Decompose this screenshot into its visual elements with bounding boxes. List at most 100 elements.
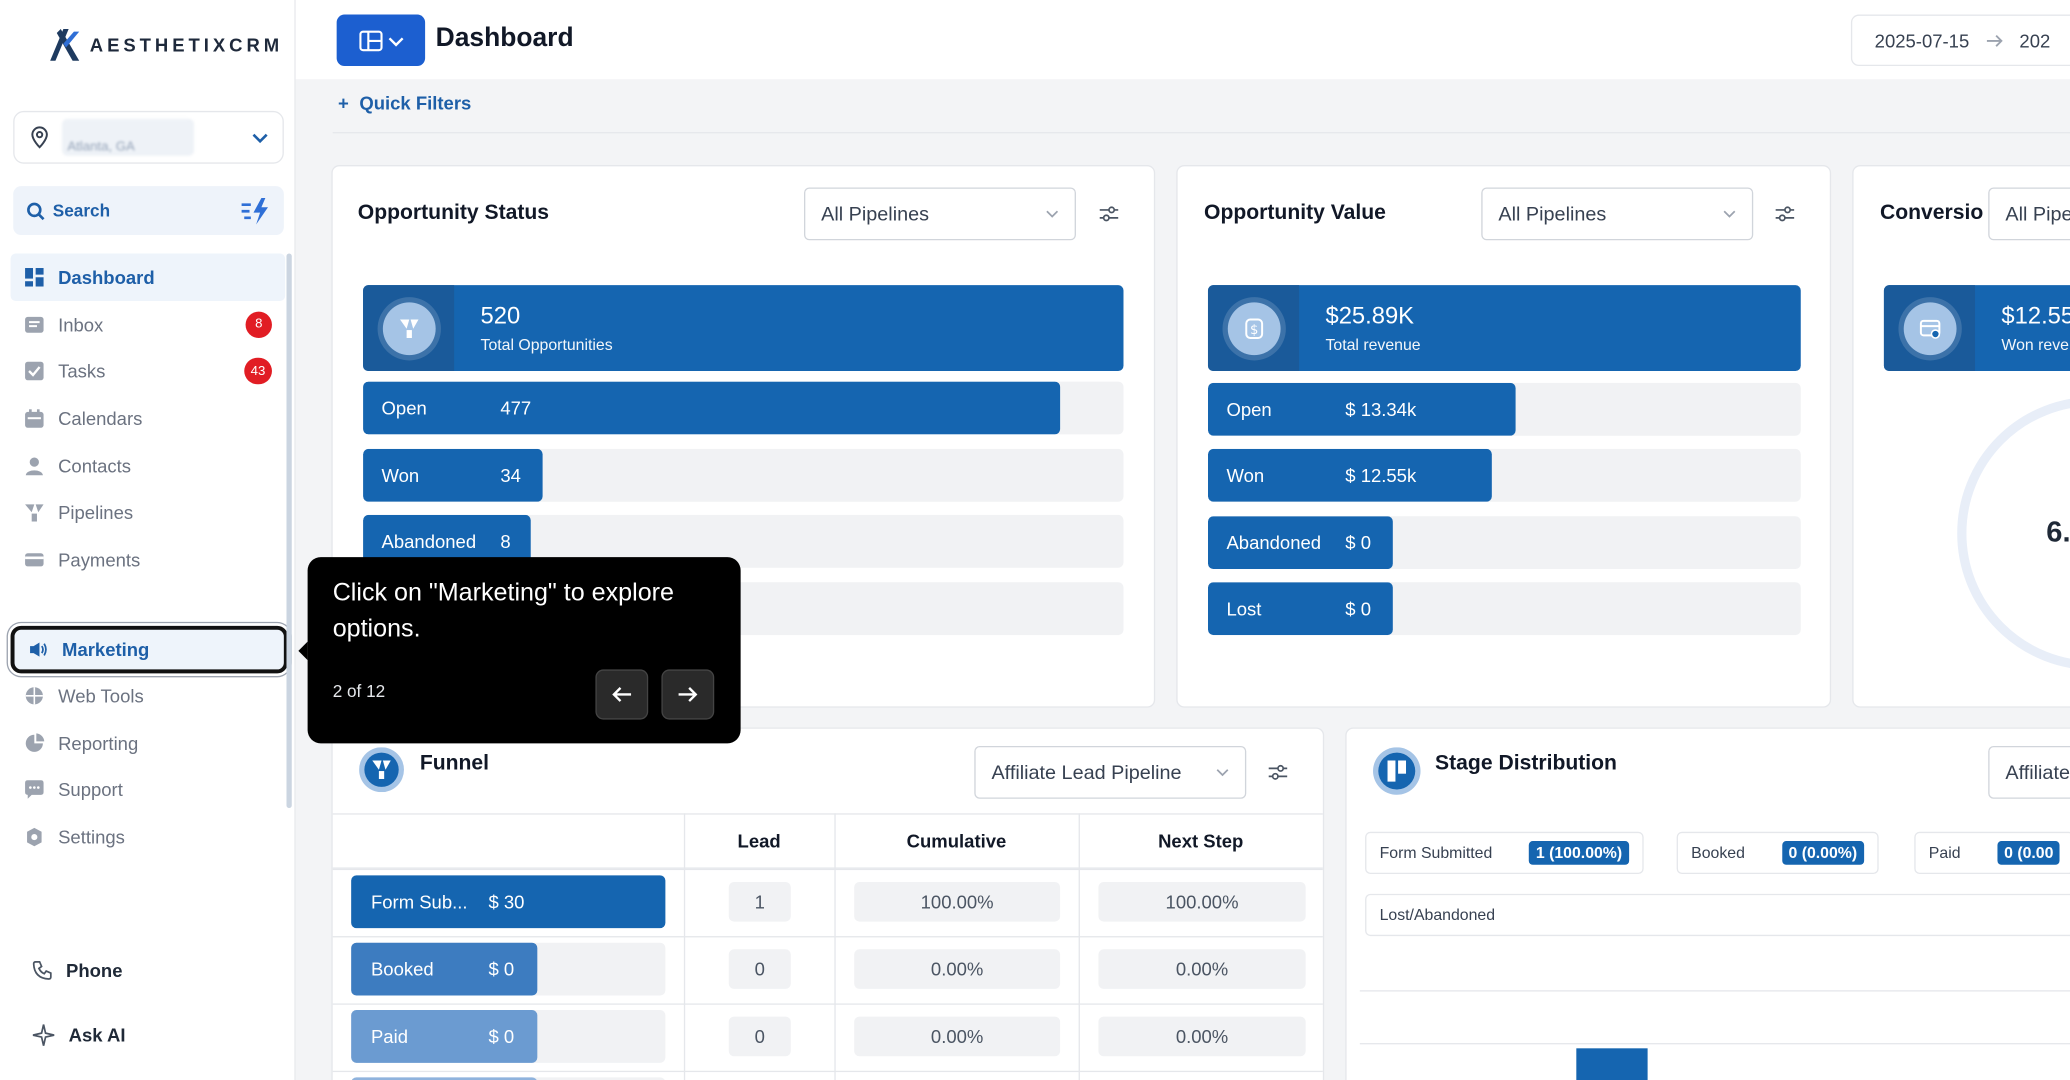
- sidebar-item-support[interactable]: Support: [11, 766, 286, 813]
- sidebar-item-reporting[interactable]: Reporting: [11, 719, 286, 766]
- svg-text:$: $: [1250, 322, 1258, 337]
- funnel-stage-row[interactable]: Form Sub... $ 30: [351, 875, 666, 929]
- status-bar-open: Open 477: [363, 381, 1061, 435]
- sidebar-item-label: Reporting: [58, 732, 139, 754]
- lead-cell: 0: [728, 1016, 791, 1057]
- ask-ai-button[interactable]: Ask AI: [32, 1023, 126, 1047]
- logo[interactable]: AESTHETIXCRM: [48, 26, 284, 63]
- column-header-next-step: Next Step: [1158, 830, 1244, 852]
- status-bar-label: Won: [381, 464, 420, 486]
- filter-settings-icon[interactable]: [1774, 203, 1795, 224]
- web-tools-icon: [24, 685, 45, 706]
- funnel-stage-row[interactable]: Booked $ 0: [351, 942, 666, 996]
- conversion-gauge: [1957, 398, 2070, 668]
- sidebar-item-marketing[interactable]: Marketing: [10, 625, 288, 674]
- phone-button[interactable]: Phone: [32, 960, 122, 981]
- phone-icon: [32, 960, 52, 980]
- divider: [332, 1070, 1323, 1073]
- layout-icon: [358, 29, 382, 51]
- filter-settings-icon[interactable]: [1098, 203, 1119, 224]
- value-bar-row[interactable]: Lost $ 0: [1207, 582, 1801, 636]
- pipeline-select[interactable]: All Pipe: [1988, 187, 2070, 241]
- dollar-icon: $: [1227, 301, 1281, 355]
- tooltip-previous-button[interactable]: [595, 669, 649, 720]
- funnel-stage-row[interactable]: Paid $ 0: [351, 1010, 666, 1063]
- chart-gridline: [1359, 990, 2070, 992]
- sidebar-item-label: Inbox: [58, 313, 104, 335]
- inbox-icon: [24, 314, 45, 335]
- value-bar-row[interactable]: Open $ 13.34k: [1207, 382, 1801, 436]
- won-revenue-label: Won reve: [2001, 335, 2069, 354]
- main-area: Dashboard 2025-07-15 202 + Quick Filters…: [295, 0, 2070, 1080]
- sidebar-item-label: Marketing: [62, 639, 150, 661]
- divider: [332, 868, 1323, 871]
- funnel-stage-row[interactable]: [351, 1077, 666, 1080]
- chart-gridline: [1359, 1043, 2070, 1045]
- funnel-icon: [382, 301, 436, 355]
- pipeline-select[interactable]: All Pipelines: [1481, 187, 1754, 241]
- stage-chip-booked[interactable]: Booked 0 (0.00%): [1676, 831, 1879, 875]
- conversion-card: Conversio All Pipe $12.55 Won reve 6.: [1852, 165, 2070, 708]
- funnel-stage-label: Paid: [370, 1025, 408, 1047]
- funnel-icon: [359, 747, 404, 793]
- sidebar-item-payments[interactable]: Payments: [11, 536, 286, 583]
- search-button[interactable]: Search: [13, 186, 284, 236]
- sidebar-item-calendars[interactable]: Calendars: [11, 395, 286, 442]
- tooltip-next-button[interactable]: [661, 669, 715, 720]
- stage-chip-form-submitted[interactable]: Form Submitted 1 (100.00%): [1365, 831, 1644, 875]
- date-range-picker[interactable]: 2025-07-15 202: [1850, 14, 2070, 67]
- sidebar-item-tasks[interactable]: Tasks 43: [11, 348, 286, 395]
- stage-chip-pct: 1 (100.00%): [1529, 841, 1629, 865]
- stage-chip-paid[interactable]: Paid 0 (0.00: [1914, 831, 2070, 875]
- sidebar-item-dashboard[interactable]: Dashboard: [10, 253, 286, 301]
- chevron-down-icon: [1046, 210, 1059, 218]
- pipeline-select-value: All Pipelines: [821, 202, 930, 226]
- total-opportunities-label: Total Opportunities: [480, 335, 613, 354]
- funnel-stage-label: Form Sub...: [370, 891, 468, 913]
- status-bar-row[interactable]: Won 34: [363, 448, 1124, 502]
- pipeline-select[interactable]: All Pipelines: [804, 187, 1076, 241]
- sidebar-item-web-tools[interactable]: Web Tools: [11, 672, 286, 719]
- stage-chip-lost-abandoned[interactable]: Lost/Abandoned: [1365, 893, 2070, 937]
- divider: [332, 1003, 1323, 1005]
- sidebar-item-inbox[interactable]: Inbox 8: [11, 301, 286, 348]
- sidebar-item-settings[interactable]: Settings: [11, 813, 286, 860]
- tooltip-arrow: [298, 641, 308, 661]
- won-revenue-banner: $12.55 Won reve: [1883, 285, 2070, 372]
- pipeline-select-value: Affiliate: [2005, 761, 2070, 784]
- pipeline-select[interactable]: Affiliate Lead Pipeline: [974, 745, 1247, 799]
- quick-filters-button[interactable]: + Quick Filters: [338, 92, 471, 113]
- sidebar-item-contacts[interactable]: Contacts: [11, 442, 286, 489]
- layout-switch-button[interactable]: [336, 14, 426, 67]
- value-bar-row[interactable]: Abandoned $ 0: [1207, 516, 1801, 570]
- sidebar-item-label: Web Tools: [58, 685, 144, 707]
- value-bar-row[interactable]: Won $ 12.55k: [1207, 448, 1801, 502]
- value-bar-label: Lost: [1226, 598, 1262, 620]
- pie-chart-icon: [24, 732, 45, 753]
- location-sub: Atlanta, GA: [67, 139, 135, 155]
- filter-settings-icon[interactable]: [1267, 762, 1288, 783]
- divider: [332, 936, 1323, 938]
- sidebar-item-pipelines[interactable]: Pipelines: [11, 489, 286, 536]
- quick-actions-icon[interactable]: [239, 196, 271, 225]
- value-bar-label: Abandoned: [1226, 532, 1322, 554]
- ask-ai-label: Ask AI: [68, 1024, 126, 1046]
- divider: [834, 813, 836, 1080]
- sidebar-item-label: Contacts: [58, 454, 132, 477]
- opportunity-status-card: Opportunity Status All Pipelines 520 Tot…: [331, 165, 1156, 708]
- chevron-down-icon: [387, 36, 403, 46]
- stage-chip-pct: 0 (0.00: [1997, 841, 2061, 865]
- value-bar-open: Open $ 13.34k: [1207, 382, 1516, 436]
- card-title: Conversio: [1879, 202, 1984, 225]
- pipeline-select[interactable]: Affiliate: [1988, 745, 2070, 799]
- stage-distribution-icon: [1373, 747, 1421, 795]
- location-name-redacted: Atlanta, GA: [62, 118, 195, 156]
- next-step-cell: 100.00%: [1098, 881, 1306, 922]
- sidebar-scrollbar[interactable]: [286, 253, 292, 809]
- location-switcher[interactable]: Atlanta, GA: [13, 110, 284, 164]
- value-bar-value: $ 13.34k: [1345, 398, 1417, 420]
- inbox-count-badge: 8: [245, 310, 272, 338]
- map-pin-icon: [31, 126, 48, 149]
- status-bar-row[interactable]: Open 477: [363, 381, 1124, 435]
- total-opportunities-value: 520: [480, 302, 521, 329]
